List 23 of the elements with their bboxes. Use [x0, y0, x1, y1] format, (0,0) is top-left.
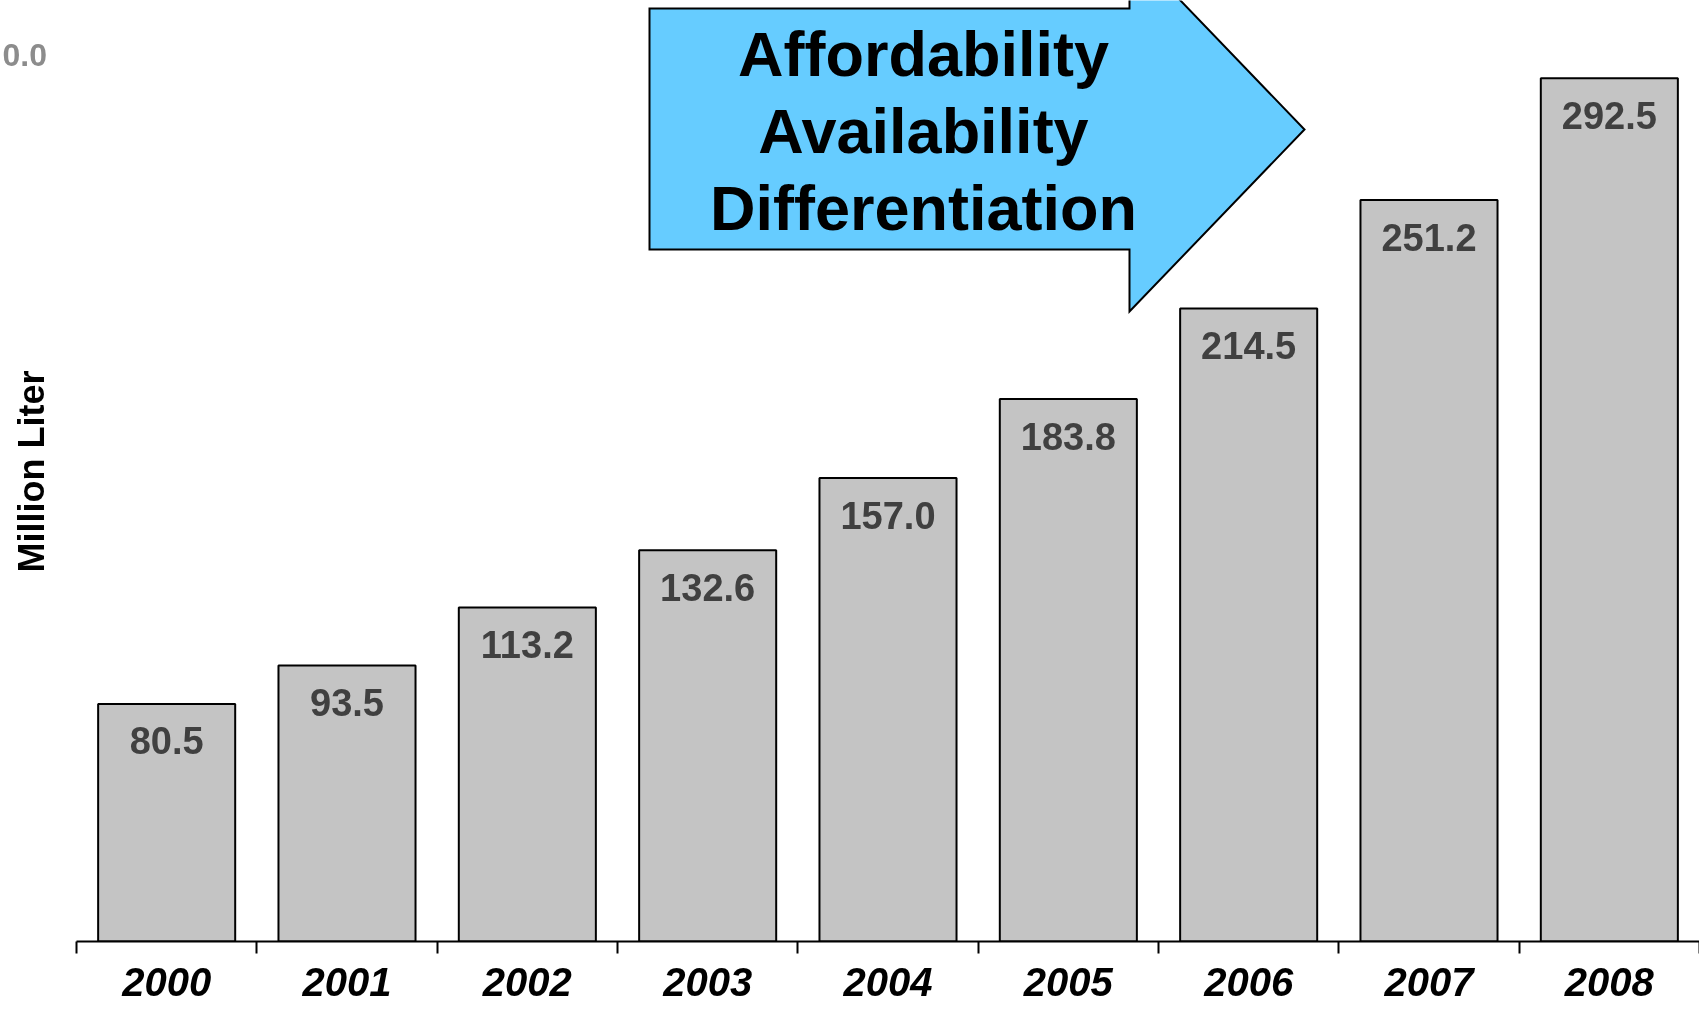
- data-label: 251.2: [1381, 216, 1477, 259]
- data-label: 214.5: [1201, 324, 1297, 367]
- data-label: 80.5: [129, 720, 204, 763]
- x-tick-label: 2004: [842, 959, 933, 1004]
- data-label: 93.5: [310, 682, 384, 725]
- data-label: 132.6: [660, 566, 756, 609]
- data-label: 183.8: [1020, 415, 1116, 458]
- text: 0.0: [2, 36, 47, 73]
- annotation: Differentiation: [710, 172, 1138, 243]
- data-label: 292.5: [1561, 94, 1657, 137]
- x-tick-label: 2005: [1022, 959, 1114, 1004]
- x-tick-label: 2001: [301, 959, 392, 1004]
- x-tick-label: 2007: [1383, 959, 1476, 1004]
- data-label: 113.2: [480, 623, 574, 666]
- annotation: Availability: [758, 95, 1089, 166]
- x-tick-label: 2003: [662, 959, 753, 1004]
- x-tick-label: 2008: [1563, 959, 1655, 1004]
- annotation: Affordability: [738, 18, 1110, 89]
- x-tick-label: 2002: [481, 959, 572, 1004]
- x-tick-label: 2000: [121, 959, 212, 1004]
- data-label: 157.0: [840, 494, 936, 537]
- x-tick-label: 2006: [1203, 959, 1294, 1004]
- y-axis-title: Million Liter: [11, 370, 52, 573]
